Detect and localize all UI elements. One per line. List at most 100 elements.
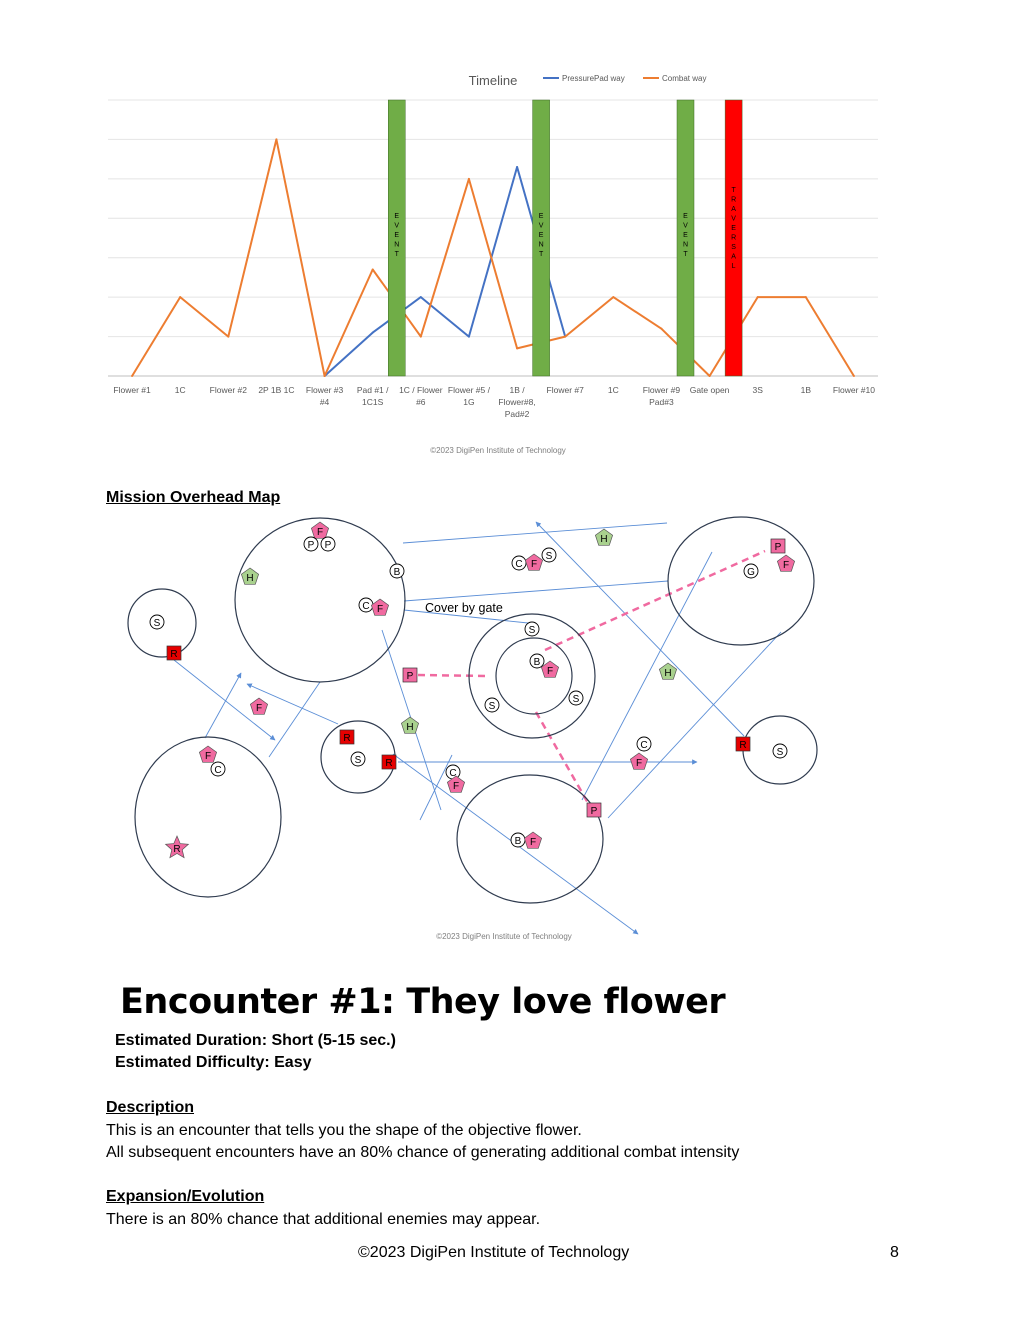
data-point — [564, 335, 567, 338]
token-ring — [389, 563, 405, 579]
map-connector-line — [419, 754, 453, 821]
map-token-s-circle: S — [541, 547, 557, 563]
area-center-outer — [468, 613, 596, 739]
map-connector-line — [535, 521, 745, 737]
token-letter: C — [640, 740, 647, 751]
token-ring — [149, 614, 165, 630]
token-pentagon — [249, 697, 269, 715]
token-letter: B — [515, 836, 522, 847]
data-point — [660, 327, 663, 330]
x-tick-label: 1C — [608, 385, 619, 395]
token-letter: H — [406, 722, 413, 733]
description-line-1: This is an encounter that tells you the … — [106, 1122, 582, 1139]
description-heading: Description — [106, 1099, 195, 1116]
x-tick-label: Flower #7 — [547, 385, 585, 395]
token-pentagon — [524, 553, 544, 571]
map-token-p-circle: P — [320, 536, 336, 552]
token-letter: P — [325, 540, 332, 551]
data-point — [516, 166, 519, 169]
x-tick-label: 1C1S — [362, 397, 384, 407]
x-tick-label: Flower #5 / — [448, 385, 491, 395]
expansion-line-1: There is an 80% chance that additional e… — [106, 1211, 541, 1228]
token-letter: C — [449, 768, 456, 779]
data-point — [467, 335, 470, 338]
map-connector-line — [403, 580, 669, 602]
x-tick-label: Pad #1 / — [357, 385, 389, 395]
token-pentagon — [523, 831, 543, 849]
x-tick-label: Gate open — [690, 385, 730, 395]
token-letter: F — [636, 758, 642, 769]
token-letter: R — [170, 649, 177, 660]
token-letter: S — [529, 625, 536, 636]
token-letter: H — [664, 668, 671, 679]
data-point — [131, 375, 134, 377]
area-top-right — [667, 516, 815, 646]
token-letter: F — [453, 781, 459, 792]
estimated-duration: Estimated Duration: Short (5-15 sec.) — [115, 1032, 396, 1049]
legend-label: PressurePad way — [562, 74, 625, 83]
map-token-p-square: P — [586, 802, 602, 818]
event-bar-letter: S — [731, 244, 736, 251]
x-tick-label: Flower #1 — [113, 385, 151, 395]
token-square — [735, 736, 751, 752]
data-point — [804, 296, 807, 299]
encounter-title: Encounter #1: They love flower — [120, 982, 726, 1022]
data-point — [275, 138, 278, 141]
x-tick-label: 1B — [801, 385, 812, 395]
token-letter: F — [377, 604, 383, 615]
token-letter: S — [777, 747, 784, 758]
map-token-c-circle: C — [445, 764, 461, 780]
event-bar-letter: E — [394, 232, 399, 239]
token-star — [164, 835, 190, 859]
map-connector-line — [402, 522, 668, 544]
token-square — [166, 645, 182, 661]
map-connector-line — [246, 683, 339, 725]
map-connector-line — [173, 659, 276, 741]
map-token-s-circle: S — [350, 751, 366, 767]
map-note-cover-by-gate: Cover by gate — [425, 601, 503, 615]
token-letter: R — [343, 733, 350, 744]
timeline-chart: Timeline PressurePad way Combat wayEVENTEV… — [108, 73, 878, 455]
event-bar-letter: L — [732, 263, 736, 270]
token-letter: F — [547, 666, 553, 677]
event-bar-letter: E — [539, 213, 544, 220]
token-letter: S — [573, 694, 580, 705]
map-connector-line — [607, 631, 782, 819]
map-token-f-pentagon: F — [524, 553, 544, 571]
x-tick-label: Pad#3 — [649, 397, 674, 407]
event-bar-letter: V — [683, 223, 688, 230]
token-square — [339, 729, 355, 745]
x-tick-label: 3S — [752, 385, 763, 395]
event-bar — [676, 99, 695, 377]
token-letter: P — [407, 671, 414, 682]
event-bar-letter: N — [539, 242, 544, 249]
token-pentagon — [540, 660, 560, 678]
token-pentagon — [446, 775, 466, 793]
map-token-p-circle: P — [303, 536, 319, 552]
token-pentagon — [310, 521, 330, 539]
map-token-s-circle: S — [484, 697, 500, 713]
map-dashed-path — [534, 711, 594, 811]
token-pentagon — [594, 528, 614, 546]
token-letter: C — [214, 765, 221, 776]
data-point — [371, 268, 374, 271]
data-point — [419, 335, 422, 338]
map-token-f-pentagon: F — [310, 521, 330, 539]
x-tick-label: Pad#2 — [505, 409, 530, 419]
event-bar-letter: R — [731, 235, 736, 242]
map-copyright: ©2023 DigiPen Institute of Technology — [436, 932, 572, 941]
x-tick-label: Flower #9 — [643, 385, 681, 395]
expansion-heading: Expansion/Evolution — [106, 1188, 265, 1205]
token-square — [586, 802, 602, 818]
x-tick-label: 1G — [463, 397, 474, 407]
page-number: 8 — [890, 1244, 899, 1261]
map-token-f-pentagon: F — [198, 745, 218, 763]
x-tick-label: 2P 1B 1C — [258, 385, 294, 395]
token-ring — [524, 621, 540, 637]
map-token-c-circle: C — [358, 597, 374, 613]
map-token-f-pentagon: F — [629, 752, 649, 770]
chart-copyright: ©2023 DigiPen Institute of Technology — [430, 446, 566, 455]
event-bar-letter: T — [731, 187, 736, 194]
series-line — [323, 166, 567, 377]
data-point — [852, 375, 855, 377]
